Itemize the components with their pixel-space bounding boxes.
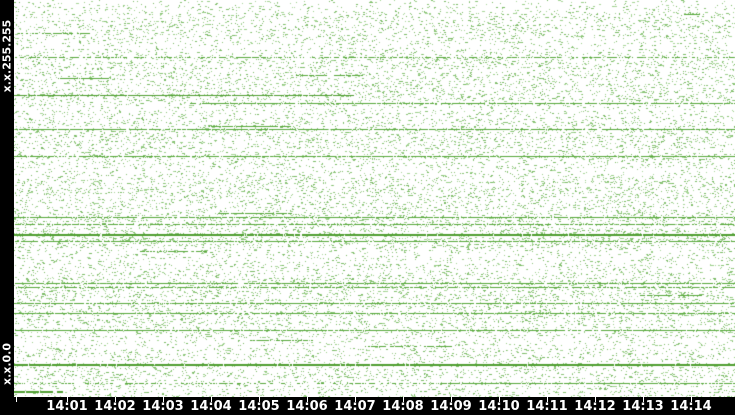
x-axis-tick-label: 14:06 [286, 399, 328, 414]
x-axis-tick [547, 397, 548, 402]
x-axis-tick [355, 397, 356, 402]
x-axis-tick [499, 397, 500, 402]
x-axis-tick-label: 14:02 [94, 399, 136, 414]
x-axis-tick [691, 397, 692, 402]
x-axis-band: 14:01 14:02 14:03 14:04 14:05 14:06 14:07 14:08… [0, 397, 735, 415]
x-axis-tick-label: 14:14 [670, 399, 712, 414]
x-axis-tick [451, 397, 452, 402]
x-axis-tick [115, 397, 116, 402]
x-axis-tick [163, 397, 164, 402]
x-axis-tick-label: 14:07 [334, 399, 376, 414]
x-axis-tick-label: 14:01 [46, 399, 88, 414]
y-axis-top-label: x.x.255.255 [0, 19, 14, 93]
scatter-canvas [14, 0, 735, 397]
x-axis-tick-label: 14:03 [142, 399, 184, 414]
y-axis-strip: x.x.255.255 x.x.0.0 [0, 0, 14, 397]
x-axis-tick-label: 14:10 [478, 399, 520, 414]
x-axis-tick-label: 14:08 [382, 399, 424, 414]
x-axis-tick [259, 397, 260, 402]
x-axis-edge-tick [16, 397, 17, 402]
x-axis-tick-label: 14:04 [190, 399, 232, 414]
x-axis-tick [67, 397, 68, 402]
x-axis-tick-label: 14:12 [574, 399, 616, 414]
x-axis-tick-label: 14:11 [526, 399, 568, 414]
x-axis-tick-label: 14:09 [430, 399, 472, 414]
x-axis-tick [211, 397, 212, 402]
x-axis-tick [307, 397, 308, 402]
x-axis-tick [403, 397, 404, 402]
x-axis-tick-label: 14:05 [238, 399, 280, 414]
x-axis-tick-label: 14:13 [622, 399, 664, 414]
x-axis-tick [643, 397, 644, 402]
y-axis-bottom-label: x.x.0.0 [0, 342, 14, 386]
x-axis-tick [595, 397, 596, 402]
